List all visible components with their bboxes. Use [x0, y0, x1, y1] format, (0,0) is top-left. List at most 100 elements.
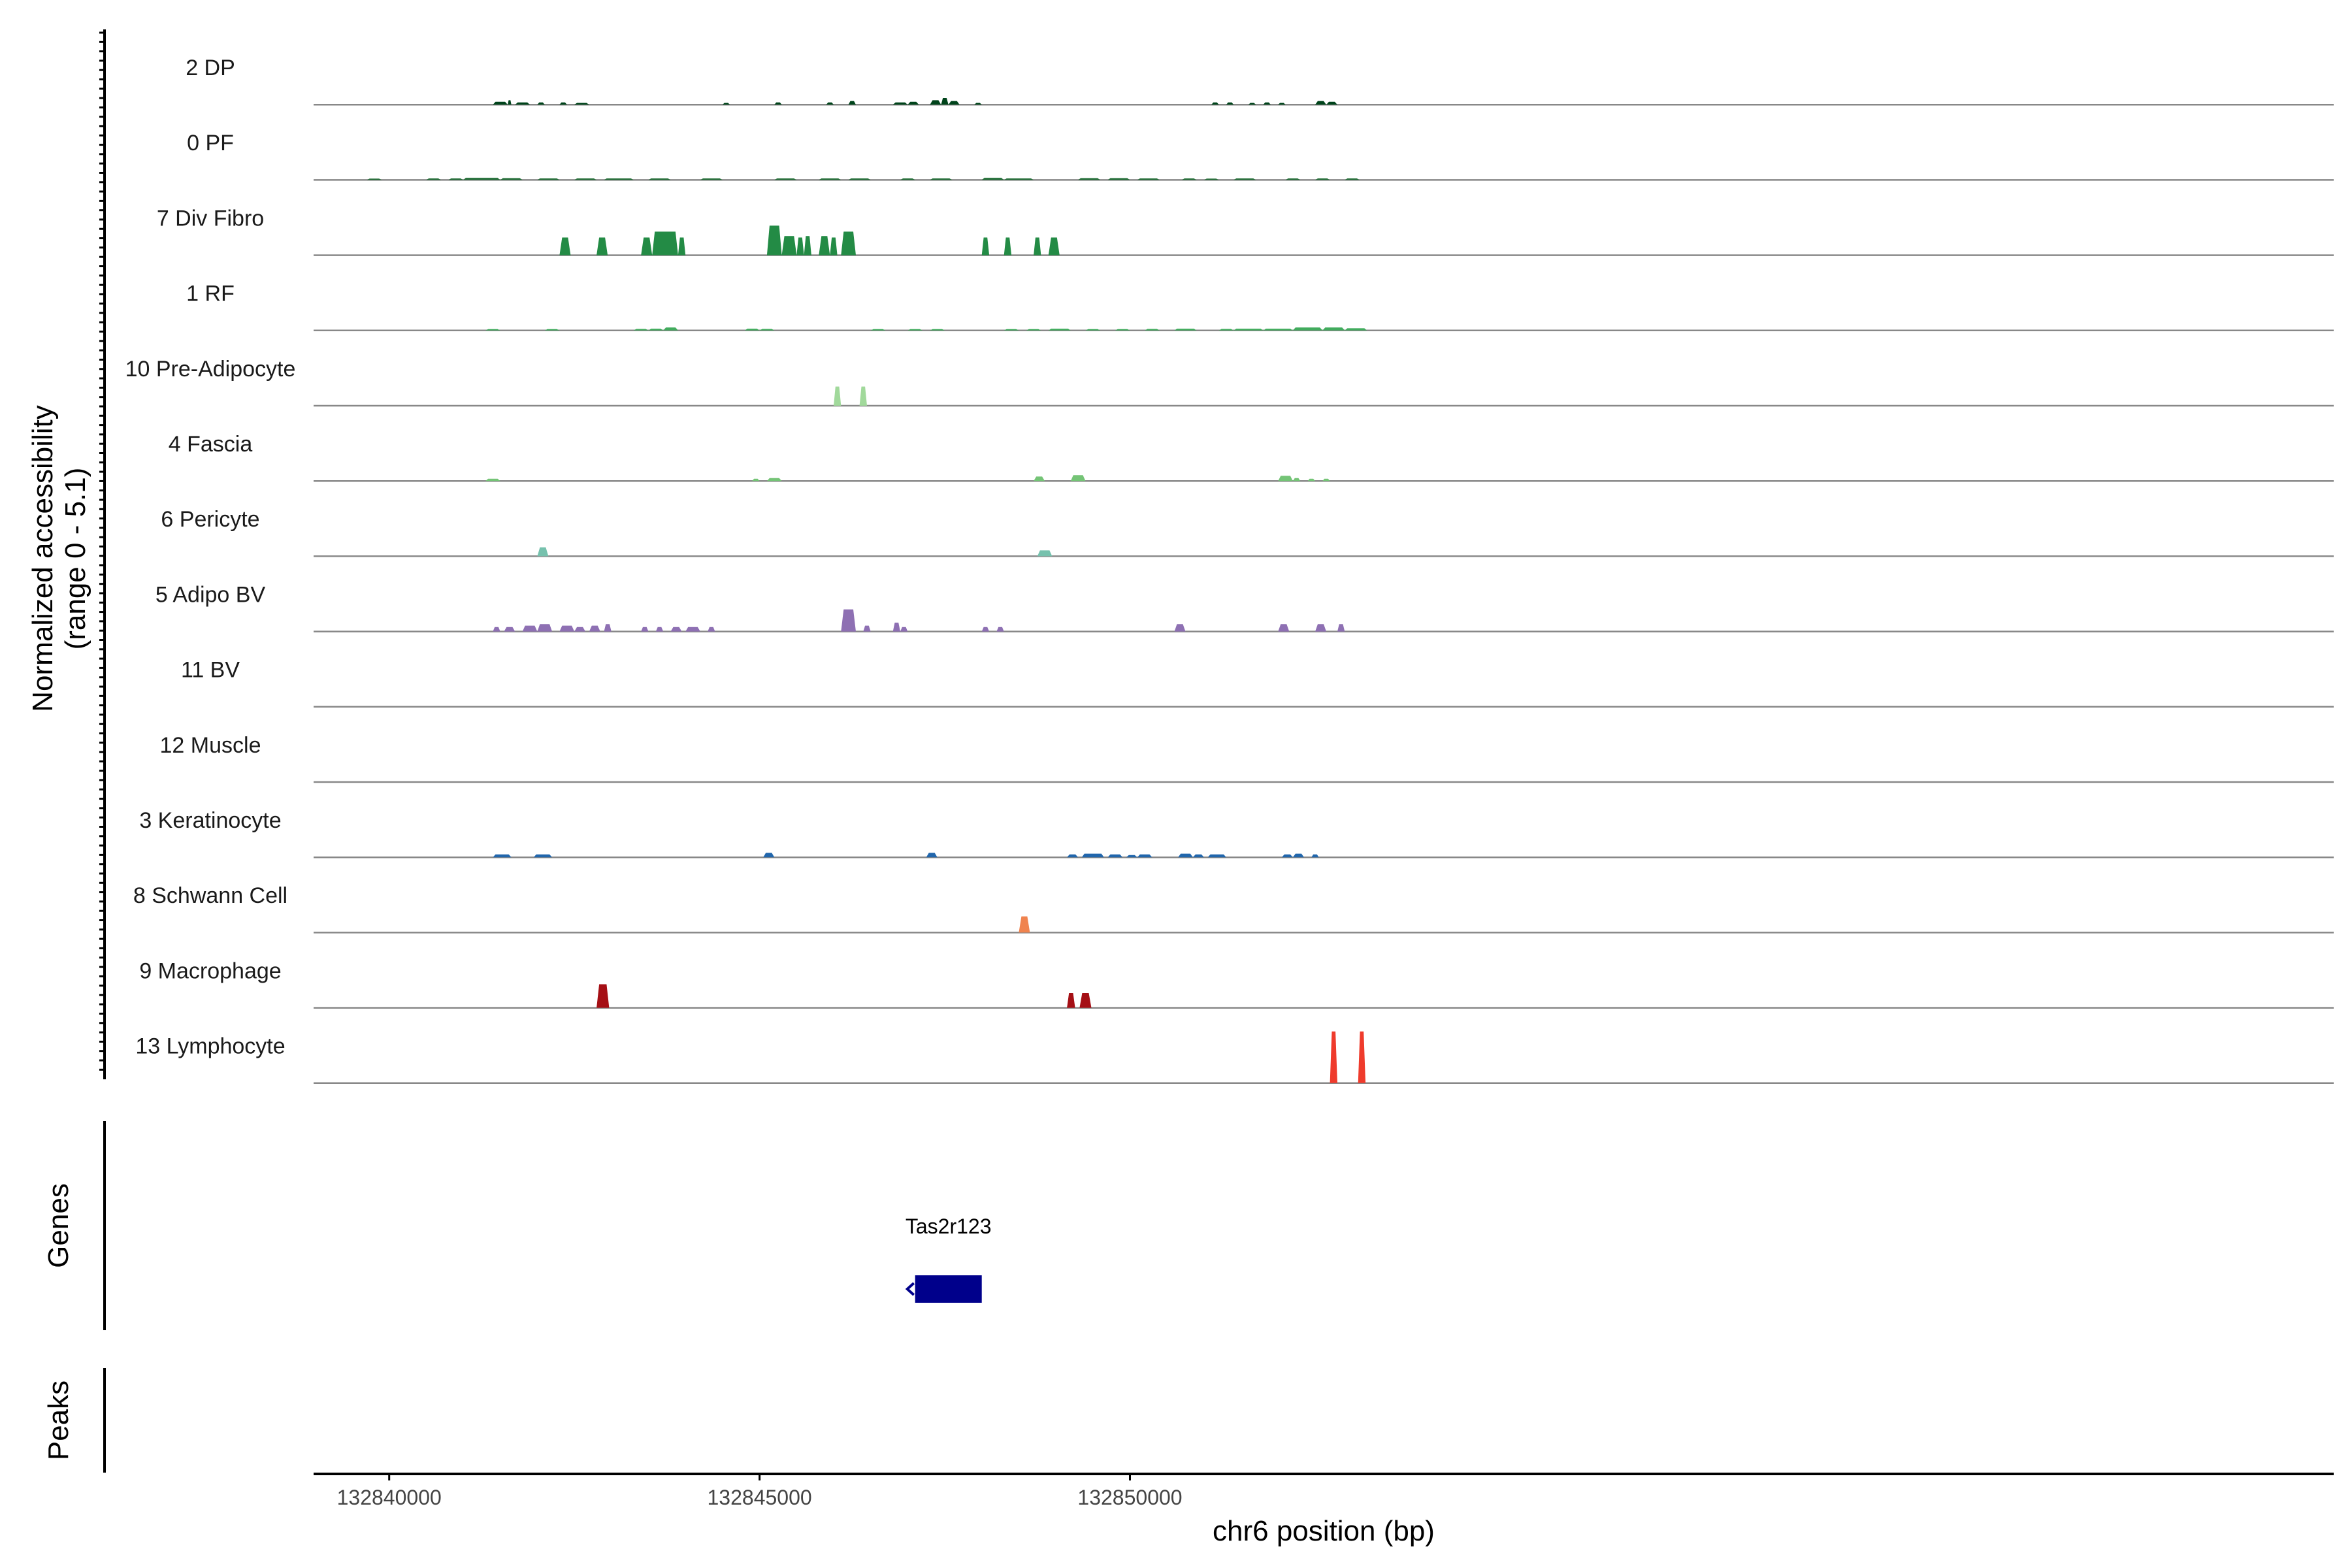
track-13: 13 Lymphocyte — [135, 1031, 2334, 1085]
track-7: 5 Adipo BV — [155, 582, 2334, 632]
coverage-peak — [900, 178, 915, 180]
coverage-peak — [1211, 102, 1219, 105]
coverage-peak — [1311, 854, 1319, 858]
coverage-peak — [1048, 329, 1071, 331]
coverage-peak — [826, 102, 834, 105]
coverage-peak — [1278, 476, 1293, 482]
track-label: 10 Pre-Adipocyte — [125, 357, 296, 382]
coverage-peak — [1174, 329, 1197, 331]
coverage-peak — [493, 101, 508, 105]
coverage-peak — [1285, 178, 1301, 180]
gene-label: Tas2r123 — [906, 1215, 992, 1238]
coverage-peak — [1358, 1031, 1366, 1083]
coverage-peak — [1218, 329, 1234, 331]
coverage-peak — [589, 625, 600, 632]
y-axis-title-line2: (range 0 - 5.1) — [59, 468, 91, 650]
track-label: 11 BV — [181, 658, 240, 683]
coverage-peak — [559, 237, 571, 255]
coverage-peak — [574, 178, 597, 180]
track-1: 0 PF — [187, 131, 2334, 181]
coverage-peak — [596, 237, 608, 255]
coverage-peak — [981, 237, 990, 255]
coverage-peak — [834, 386, 841, 406]
coverage-peak — [941, 98, 949, 105]
coverage-peak — [830, 237, 838, 255]
coverage-peak — [426, 178, 441, 180]
coverage-peak — [1248, 103, 1256, 105]
y-axis-title-line1: Normalized accessibility — [27, 405, 59, 711]
gene-exon — [915, 1275, 982, 1303]
coverage-peak — [819, 236, 830, 255]
coverage-peak — [863, 625, 871, 632]
track-label: 5 Adipo BV — [155, 582, 266, 607]
coverage-peak — [763, 853, 775, 858]
coverage-peak — [1292, 853, 1304, 858]
coverage-peak — [1192, 854, 1204, 858]
coverage-peak — [759, 329, 775, 331]
x-tick-label: 132845000 — [708, 1486, 812, 1509]
coverage-peak — [1081, 853, 1104, 858]
coverage-peak — [700, 178, 723, 180]
coverage-peak — [596, 984, 610, 1008]
coverage-peak — [1292, 327, 1323, 331]
coverage-peak — [544, 329, 560, 331]
coverage-peak — [1330, 1031, 1337, 1083]
coverage-peak — [604, 624, 612, 632]
coverage-peak — [722, 103, 730, 105]
x-tick-label: 132840000 — [337, 1486, 442, 1509]
coverage-peak — [537, 624, 553, 632]
coverage-y-ticks — [99, 31, 105, 1071]
track-12: 9 Macrophage — [139, 958, 2334, 1009]
coverage-peak — [766, 478, 782, 482]
coverage-peak — [900, 627, 908, 632]
track-label: 7 Div Fibro — [157, 206, 264, 231]
coverage-peak — [1026, 329, 1041, 331]
coverage-peak — [926, 853, 938, 858]
coverage-peak — [930, 178, 953, 180]
coverage-peak — [648, 178, 671, 180]
coverage-peak — [930, 100, 941, 105]
track-label: 2 DP — [186, 56, 235, 80]
coverage-peak — [1278, 624, 1290, 632]
coverage-peak — [1048, 237, 1060, 255]
coverage-peak — [1004, 178, 1034, 180]
track-label: 8 Schwann Cell — [133, 883, 287, 908]
coverage-peak — [1337, 624, 1345, 632]
coverage-peak — [1067, 993, 1075, 1008]
track-2: 7 Div Fibro — [157, 206, 2334, 256]
genes-title-group: Genes — [42, 1183, 74, 1268]
coverage-peak — [1107, 854, 1123, 858]
track-6: 6 Pericyte — [161, 507, 2334, 557]
coverage-peak — [1307, 478, 1315, 482]
track-label: 1 RF — [186, 282, 235, 306]
coverage-peak — [708, 627, 715, 632]
coverage-peak — [1315, 101, 1326, 105]
coverage-peak — [504, 627, 515, 632]
coverage-peak — [537, 547, 549, 557]
x-tick-label: 132850000 — [1077, 1486, 1182, 1509]
coverage-peak — [774, 178, 797, 180]
coverage-peak — [1079, 993, 1092, 1008]
coverage-peak — [1085, 329, 1101, 331]
coverage-peak — [892, 102, 908, 105]
coverage-peak — [652, 231, 678, 255]
track-label: 6 Pericyte — [161, 507, 259, 532]
coverage-peak — [1070, 475, 1086, 482]
track-label: 3 Keratinocyte — [139, 808, 281, 833]
coverage-peak — [870, 329, 886, 331]
coverage-peak — [641, 627, 649, 632]
coverage-peak — [1126, 855, 1137, 858]
track-10: 3 Keratinocyte — [139, 808, 2334, 858]
track-5: 4 Fascia — [169, 432, 2334, 482]
coverage-peak — [948, 101, 960, 105]
coverage-peak — [1326, 101, 1337, 105]
track-label: 0 PF — [187, 131, 234, 155]
genes-track: Tas2r123 — [905, 1215, 992, 1303]
coverage-peak — [515, 102, 531, 105]
coverage-peak — [1019, 916, 1030, 933]
coverage-peak — [641, 237, 653, 255]
coverage-peak — [1178, 853, 1193, 858]
coverage-peak — [533, 854, 553, 858]
coverage-peak — [1145, 329, 1160, 331]
